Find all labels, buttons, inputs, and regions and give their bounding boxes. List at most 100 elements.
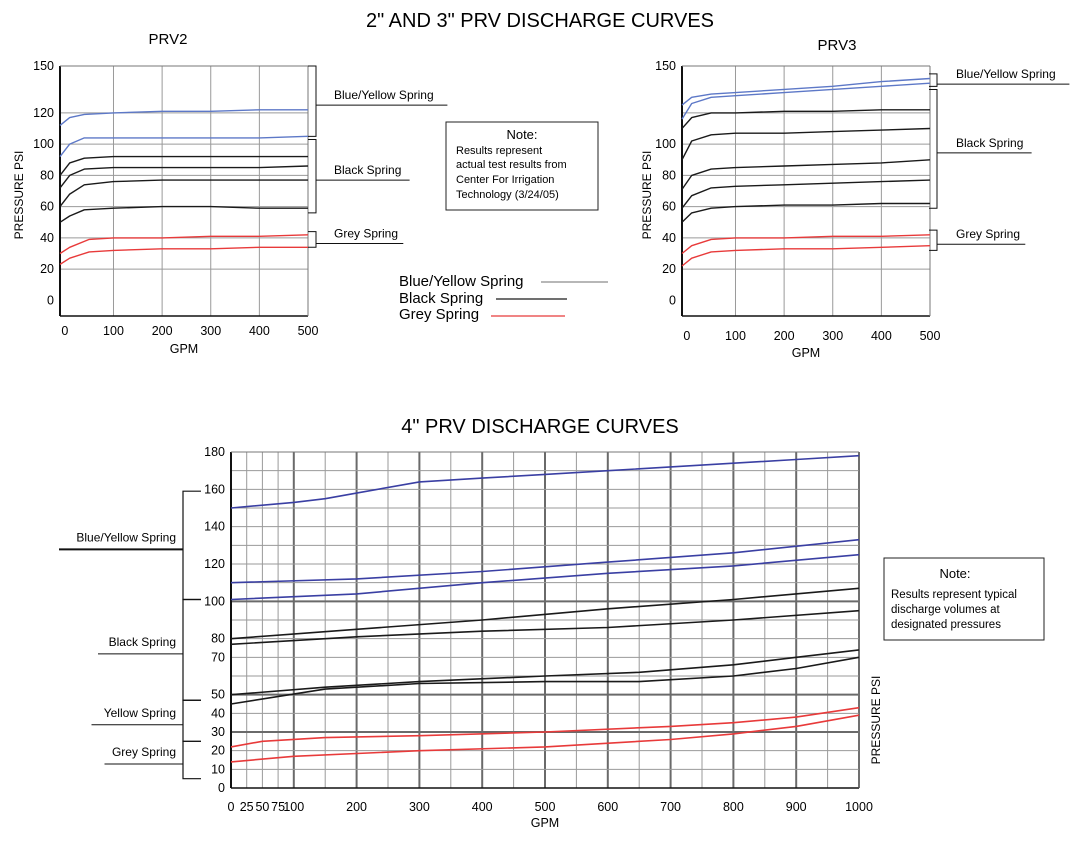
prv3-x-tick-400: 400 [871, 329, 892, 343]
prv4-series-grey-spring-8 [230, 714, 860, 763]
prv2-series-blue-yellow-spring-0 [59, 109, 308, 126]
prv4-x-tick-1000: 1000 [845, 800, 873, 814]
prv2-y-tick-80: 80 [40, 168, 54, 182]
prv4-x-tick-600: 600 [597, 800, 618, 814]
prv3-x-tick-100: 100 [725, 329, 746, 343]
prv4-y-tick-100: 100 [204, 594, 225, 608]
prv4-y-tick-40: 40 [211, 706, 225, 720]
prv4-x-tick-100: 100 [283, 800, 304, 814]
prv2-x-tick-500: 500 [298, 324, 319, 338]
prv4-series-grey-spring-7 [230, 706, 860, 748]
prv3-y-tick-0: 0 [669, 293, 676, 307]
prv4-y-tick-120: 120 [204, 557, 225, 571]
bottom-note-box: Note: Results represent typical discharg… [883, 557, 1045, 641]
prv2-y-tick-150: 150 [33, 59, 54, 73]
prv4-y-axis-label: PRESSURE PSI [869, 676, 883, 765]
prv4-series-black-spring-5 [230, 649, 860, 696]
prv3-bracket-blue-yellow-spring [929, 73, 938, 87]
prv4-series-black-spring-6 [230, 656, 860, 705]
prv3-bracket-blue-yellow-spring-label: Blue/Yellow Spring [956, 67, 1056, 81]
bottom-note-title: Note: [939, 566, 970, 581]
prv4-y-tick-70: 70 [211, 650, 225, 664]
prv4-x-tick-25: 25 [240, 800, 254, 814]
prv2-x-axis-label: GPM [170, 342, 198, 356]
prv3-y-tick-40: 40 [662, 231, 676, 245]
top-note-box: Note: Results represent actual test resu… [445, 121, 599, 211]
prv2-x-tick-200: 200 [152, 324, 173, 338]
legend: Blue/Yellow Spring Black Spring Grey Spr… [399, 273, 608, 323]
prv2-series-black-spring-4 [59, 179, 308, 208]
prv4-series-blue-yellow-spring-0 [230, 454, 860, 509]
prv3-y-axis-label: PRESSURE PSI [640, 151, 654, 240]
prv4-y-tick-180: 180 [204, 445, 225, 459]
top-main-title: 2" AND 3" PRV DISCHARGE CURVES [366, 10, 714, 32]
prv4-x-tick-300: 300 [409, 800, 430, 814]
prv4-x-tick-500: 500 [535, 800, 556, 814]
prv4-x-tick-75: 75 [271, 800, 285, 814]
prv4-series-blue-yellow-spring-1 [230, 538, 860, 584]
prv4-bracket-grey-spring [182, 740, 201, 780]
prv3-y-tick-80: 80 [662, 168, 676, 182]
prv4-bracket-blue-yellow-spring [182, 490, 201, 601]
prv4-y-tick-20: 20 [211, 744, 225, 758]
prv2-y-tick-100: 100 [33, 137, 54, 151]
prv4-x-tick-400: 400 [472, 800, 493, 814]
prv3-bracket-grey-spring [929, 229, 938, 251]
bottom-note-line-1: Results represent typical [891, 589, 1017, 601]
prv3-bracket-black-spring [929, 88, 938, 209]
prv4-bracket-blue-yellow-spring-label: Blue/Yellow Spring [76, 530, 176, 544]
prv2-chart: 0 100 200 300 400 500 0 20 40 60 80 100 120 150 GPM PRE… [12, 31, 448, 356]
legend-label-blue-yellow: Blue/Yellow Spring [399, 273, 524, 290]
prv4-y-tick-50: 50 [211, 688, 225, 702]
prv3-x-tick-200: 200 [774, 329, 795, 343]
prv4-y-tick-140: 140 [204, 520, 225, 534]
prv3-series-blue-yellow-spring-0 [681, 77, 931, 106]
prv2-y-tick-0: 0 [47, 293, 54, 307]
prv2-series-grey-spring-6 [59, 234, 309, 255]
legend-label-black: Black Spring [399, 290, 483, 307]
prv3-x-tick-300: 300 [822, 329, 843, 343]
prv4-y-tick-160: 160 [204, 482, 225, 496]
prv2-x-tick-300: 300 [200, 324, 221, 338]
prv3-bracket-grey-spring-label: Grey Spring [956, 227, 1020, 241]
prv4-bracket-black-spring [182, 598, 201, 701]
prv2-series-blue-yellow-spring-1 [59, 135, 309, 158]
prv2-x-tick-100: 100 [103, 324, 124, 338]
bottom-note-line-3: designated pressures [891, 619, 1001, 631]
prv3-y-tick-20: 20 [662, 262, 676, 276]
prv2-y-axis-label: PRESSURE PSI [12, 151, 26, 240]
prv3-series-black-spring-5 [681, 179, 931, 209]
bottom-note-line-2: discharge volumes at [891, 604, 1000, 616]
top-note-line-2: actual test results from [456, 159, 567, 171]
prv2-title: PRV2 [149, 31, 188, 48]
bottom-main-title: 4" PRV DISCHARGE CURVES [401, 416, 679, 438]
prv2-bracket-black-spring [308, 138, 317, 214]
prv4-x-tick-700: 700 [660, 800, 681, 814]
prv3-chart: 0 100 200 300 400 500 0 20 40 60 80 100 150 GPM PRESSU… [640, 37, 1070, 360]
prv2-bracket-blue-yellow-spring [308, 65, 317, 137]
prv4-y-tick-80: 80 [211, 632, 225, 646]
prv4-bracket-grey-spring-label: Grey Spring [112, 745, 176, 759]
prv4-y-tick-30: 30 [211, 725, 225, 739]
prv2-y-tick-120: 120 [33, 106, 54, 120]
prv2-y-tick-60: 60 [40, 200, 54, 214]
prv3-series-grey-spring-7 [681, 234, 931, 255]
prv4-series-black-spring-3 [230, 587, 860, 640]
prv4-x-tick-900: 900 [786, 800, 807, 814]
legend-label-grey: Grey Spring [399, 306, 479, 323]
prv2-bracket-black-spring-label: Black Spring [334, 163, 401, 177]
prv4-x-tick-0: 0 [228, 800, 235, 814]
prv2-series-grey-spring-7 [59, 246, 308, 265]
prv3-x-axis-label: GPM [792, 346, 820, 360]
prv4-x-tick-800: 800 [723, 800, 744, 814]
prv4-bracket-yellow-spring-label: Yellow Spring [104, 706, 176, 720]
prv2-y-tick-40: 40 [40, 231, 54, 245]
prv4-bracket-yellow-spring [182, 699, 201, 742]
prv2-bracket-grey-spring-label: Grey Spring [334, 226, 398, 240]
prv4-y-tick-0: 0 [218, 781, 225, 795]
prv4-x-tick-200: 200 [346, 800, 367, 814]
prv2-series-black-spring-5 [59, 205, 308, 223]
prv4-series-blue-yellow-spring-2 [230, 553, 860, 601]
prv4-series-black-spring-4 [230, 609, 860, 646]
